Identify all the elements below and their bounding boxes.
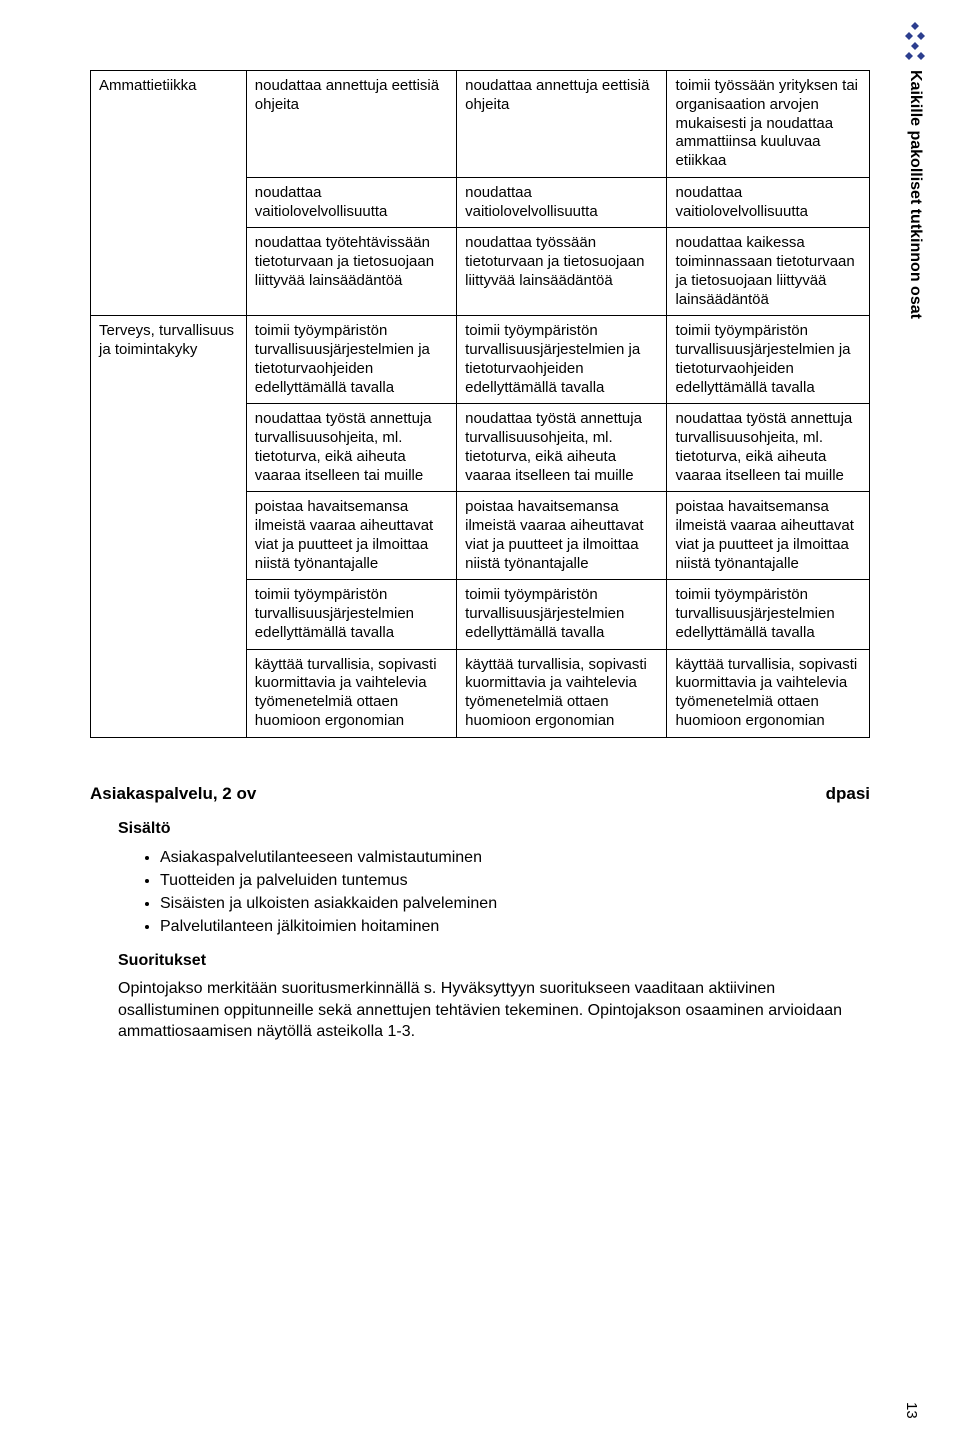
table-cell: toimii työssään yrityksen tai organisaat… xyxy=(667,71,870,178)
document-page: Kaikille pakolliset tutkinnon osat Ammat… xyxy=(0,0,960,1443)
table-cell: toimii työympäristön turvallisuusjärjest… xyxy=(667,316,870,404)
table-cell: noudattaa annettuja eettisiä ohjeita xyxy=(246,71,456,178)
table-row: Ammattietiikkanoudattaa annettuja eettis… xyxy=(91,71,870,178)
table-cell: toimii työympäristön turvallisuusjärjest… xyxy=(457,580,667,649)
row-category: Terveys, turvallisuus ja toimintakyky xyxy=(91,316,247,737)
table-cell: toimii työympäristön turvallisuusjärjest… xyxy=(457,316,667,404)
performance-heading: Suoritukset xyxy=(118,952,870,970)
table-cell: noudattaa kaikessa toiminnassaan tietotu… xyxy=(667,228,870,316)
table-cell: noudattaa annettuja eettisiä ohjeita xyxy=(457,71,667,178)
contents-list: Asiakaspalvelutilanteeseen valmistautumi… xyxy=(160,846,870,939)
performance-text: Opintojakso merkitään suoritusmerkinnäll… xyxy=(118,978,870,1043)
list-item: Sisäisten ja ulkoisten asiakkaiden palve… xyxy=(160,892,870,915)
section-code: dpasi xyxy=(826,784,870,804)
contents-heading: Sisältö xyxy=(118,820,870,838)
table-cell: noudattaa vaitiolovelvollisuutta xyxy=(667,177,870,228)
table-cell: käyttää turvallisia, sopivasti kuormitta… xyxy=(667,649,870,737)
side-header: Kaikille pakolliset tutkinnon osat xyxy=(906,70,924,319)
page-number: 13 xyxy=(903,1402,920,1419)
section-header: Asiakaspalvelu, 2 ov dpasi xyxy=(90,784,870,804)
table-cell: käyttää turvallisia, sopivasti kuormitta… xyxy=(457,649,667,737)
list-item: Tuotteiden ja palveluiden tuntemus xyxy=(160,869,870,892)
table-cell: noudattaa työssään tietoturvaan ja tieto… xyxy=(457,228,667,316)
list-item: Palvelutilanteen jälkitoimien hoitaminen xyxy=(160,915,870,938)
table-cell: toimii työympäristön turvallisuusjärjest… xyxy=(246,316,456,404)
table-cell: noudattaa työtehtävissään tietoturvaan j… xyxy=(246,228,456,316)
table-cell: noudattaa vaitiolovelvollisuutta xyxy=(457,177,667,228)
table-cell: poistaa havaitsemansa ilmeistä vaaraa ai… xyxy=(457,492,667,580)
table-cell: noudattaa työstä annettuja turvallisuuso… xyxy=(667,404,870,492)
table-row: Terveys, turvallisuus ja toimintakykytoi… xyxy=(91,316,870,404)
table-cell: poistaa havaitsemansa ilmeistä vaaraa ai… xyxy=(246,492,456,580)
list-item: Asiakaspalvelutilanteeseen valmistautumi… xyxy=(160,846,870,869)
table-cell: toimii työympäristön turvallisuusjärjest… xyxy=(246,580,456,649)
logo-icon xyxy=(900,20,930,65)
table-cell: noudattaa vaitiolovelvollisuutta xyxy=(246,177,456,228)
table-cell: poistaa havaitsemansa ilmeistä vaaraa ai… xyxy=(667,492,870,580)
table-cell: noudattaa työstä annettuja turvallisuuso… xyxy=(246,404,456,492)
section-title: Asiakaspalvelu, 2 ov xyxy=(90,784,256,804)
table-cell: toimii työympäristön turvallisuusjärjest… xyxy=(667,580,870,649)
row-category: Ammattietiikka xyxy=(91,71,247,316)
table-cell: käyttää turvallisia, sopivasti kuormitta… xyxy=(246,649,456,737)
criteria-table: Ammattietiikkanoudattaa annettuja eettis… xyxy=(90,70,870,738)
table-cell: noudattaa työstä annettuja turvallisuuso… xyxy=(457,404,667,492)
